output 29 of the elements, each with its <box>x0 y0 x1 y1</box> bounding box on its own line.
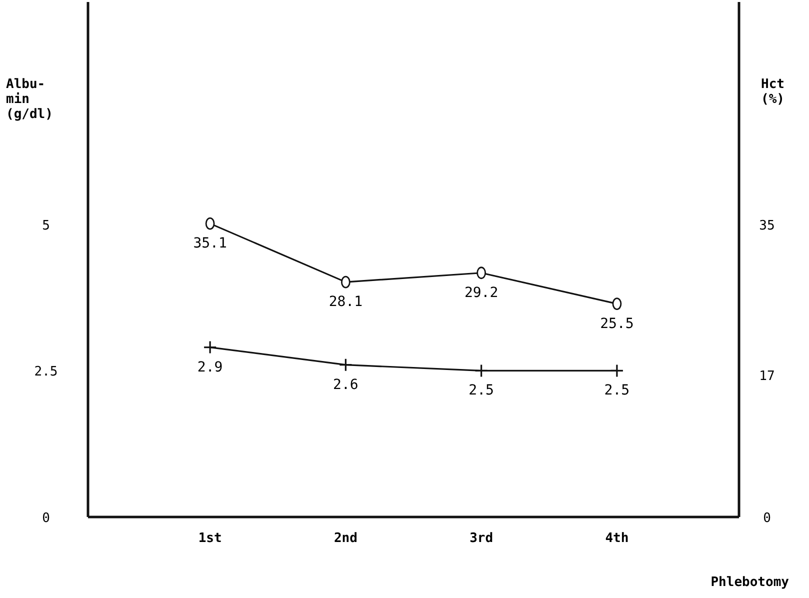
point <box>205 217 215 230</box>
point <box>203 340 217 354</box>
data-label: 2.9 <box>197 359 223 376</box>
y2-axis-title: Hct (%) <box>761 77 784 107</box>
x-tick-label: 4th <box>605 531 629 546</box>
point <box>338 358 352 372</box>
point <box>340 276 350 288</box>
y-tick-label: 5 <box>42 218 50 234</box>
y2-tick-label: 17 <box>759 368 775 384</box>
data-label: 2.6 <box>333 376 358 393</box>
x-tick-label: 2nd <box>334 531 358 546</box>
data-label: 35.1 <box>193 236 227 252</box>
y2-tick-label: 0 <box>763 511 771 526</box>
data-label: 2.5 <box>468 382 494 399</box>
point <box>612 298 622 310</box>
x-tick-label: 3rd <box>470 531 494 546</box>
data-label: 2.5 <box>604 382 630 399</box>
point <box>476 266 486 280</box>
y-tick-label: 0 <box>42 511 50 526</box>
y2-tick-label: 35 <box>759 218 775 234</box>
data-label: 28.1 <box>328 294 363 310</box>
data-label: 29.2 <box>464 284 498 301</box>
y-tick-label: 2.5 <box>34 364 58 380</box>
y-axis-title: Albu- min (g/dl) <box>6 77 53 122</box>
point <box>610 364 624 378</box>
x-axis-title: Phlebotomy <box>710 575 790 590</box>
data-label: 25.5 <box>600 316 634 332</box>
x-tick-label: 1st <box>198 531 222 546</box>
point <box>474 364 488 378</box>
